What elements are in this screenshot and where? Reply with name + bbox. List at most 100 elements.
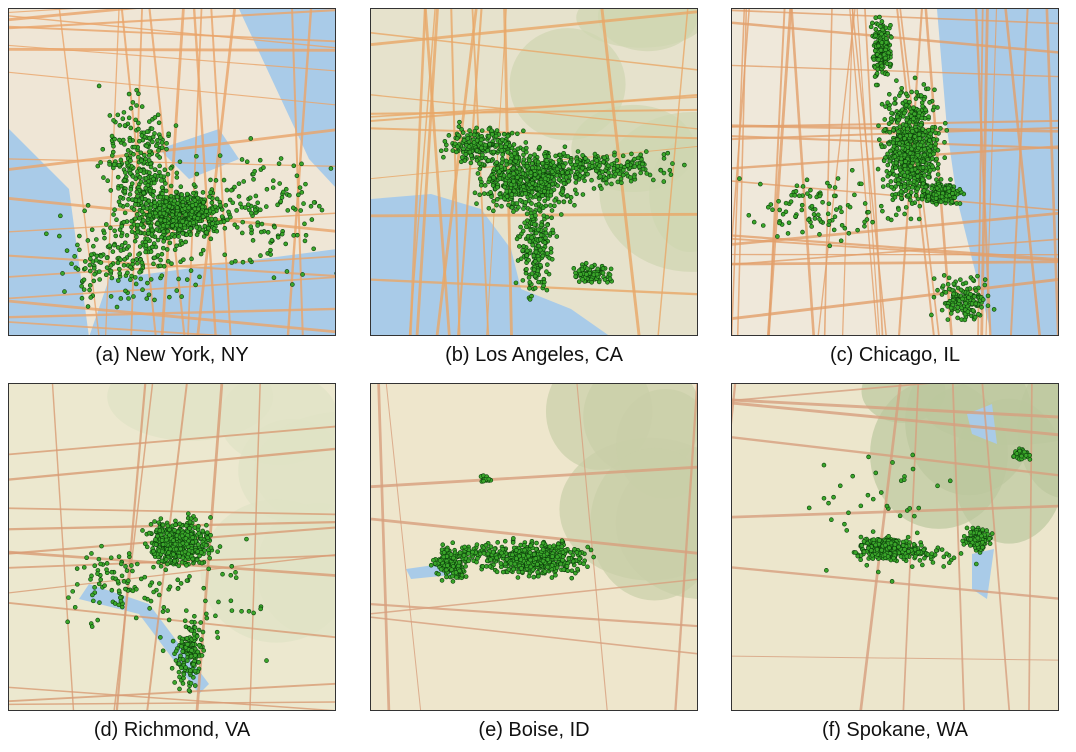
location-dot — [460, 130, 466, 135]
location-dot — [486, 133, 492, 139]
location-dot — [278, 199, 284, 204]
location-dot — [523, 145, 529, 151]
location-dot — [302, 221, 307, 227]
location-dot — [156, 199, 162, 205]
location-dot — [174, 205, 180, 210]
location-dot — [556, 158, 562, 163]
location-dot — [212, 204, 218, 209]
location-dot — [167, 240, 173, 246]
location-dot — [837, 205, 843, 210]
location-dot — [538, 263, 543, 268]
location-dot — [888, 148, 893, 154]
location-dot — [161, 605, 167, 610]
location-dot — [125, 202, 130, 208]
location-dot — [991, 307, 997, 312]
location-dot — [544, 287, 550, 293]
location-dot — [173, 522, 178, 528]
location-dot — [542, 154, 548, 159]
location-dot — [117, 202, 123, 208]
location-dot — [864, 217, 870, 222]
location-dot — [215, 635, 221, 640]
location-dot — [127, 170, 133, 176]
location-dot — [240, 259, 246, 265]
location-dot — [504, 188, 510, 194]
location-dot — [514, 155, 520, 161]
location-dot — [90, 592, 95, 598]
location-dot — [133, 615, 139, 621]
location-dot — [139, 104, 145, 109]
location-dot — [199, 560, 205, 566]
location-dot — [628, 178, 634, 184]
location-dot — [142, 196, 148, 202]
location-dot — [110, 249, 116, 254]
location-dot — [494, 197, 500, 202]
location-dot — [477, 176, 483, 182]
location-dot — [942, 120, 948, 126]
location-dot — [104, 265, 110, 270]
location-dot — [190, 539, 195, 545]
location-dot — [275, 202, 280, 208]
road — [9, 507, 335, 516]
location-dot — [89, 227, 95, 233]
location-dot — [171, 552, 176, 557]
location-dot — [760, 223, 766, 228]
location-dot — [796, 193, 802, 199]
location-dot — [511, 142, 517, 147]
location-dot — [208, 515, 213, 520]
location-dot — [214, 228, 220, 234]
location-dot — [160, 522, 166, 528]
location-dot — [213, 178, 219, 183]
location-dot — [521, 184, 526, 189]
location-dot — [474, 201, 479, 206]
location-dot — [530, 242, 535, 248]
location-dot — [133, 216, 138, 222]
location-dot — [309, 217, 315, 222]
location-dot — [909, 89, 914, 95]
location-dot — [926, 127, 931, 133]
location-dot — [227, 197, 233, 203]
location-dot — [527, 279, 533, 285]
location-dot — [493, 133, 499, 139]
location-dot — [160, 245, 166, 251]
location-dot — [127, 192, 133, 197]
location-dot — [85, 238, 91, 243]
location-dot — [119, 224, 124, 229]
location-dot — [209, 200, 215, 206]
map — [371, 384, 697, 710]
road — [9, 9, 335, 30]
location-dot — [982, 277, 988, 282]
location-dot — [494, 160, 499, 165]
road — [9, 602, 335, 639]
location-dot — [181, 672, 187, 677]
location-dot — [913, 193, 919, 198]
location-dot — [195, 649, 201, 655]
location-dot — [903, 188, 909, 194]
location-dot — [881, 158, 887, 164]
location-dot — [179, 639, 185, 645]
location-dot — [737, 176, 742, 181]
location-dot — [942, 139, 947, 145]
location-dot — [888, 116, 894, 121]
location-dot — [566, 178, 571, 184]
location-dot — [925, 157, 930, 162]
location-dot — [92, 271, 97, 277]
location-dot — [247, 207, 252, 213]
location-dot — [104, 255, 110, 261]
road — [371, 465, 697, 489]
road — [9, 25, 335, 43]
location-dot — [160, 223, 166, 228]
location-dot — [194, 232, 200, 238]
location-dot — [521, 206, 526, 211]
location-dot — [542, 188, 547, 194]
location-dot — [128, 158, 133, 163]
location-dot — [834, 207, 839, 212]
location-dot — [255, 223, 260, 228]
location-dot — [131, 151, 136, 157]
location-dot — [903, 91, 909, 97]
location-dot — [189, 648, 194, 653]
location-dot — [138, 576, 144, 582]
location-dot — [560, 189, 565, 195]
location-dot — [130, 588, 136, 594]
location-dot — [911, 179, 917, 184]
location-dot — [553, 153, 558, 159]
